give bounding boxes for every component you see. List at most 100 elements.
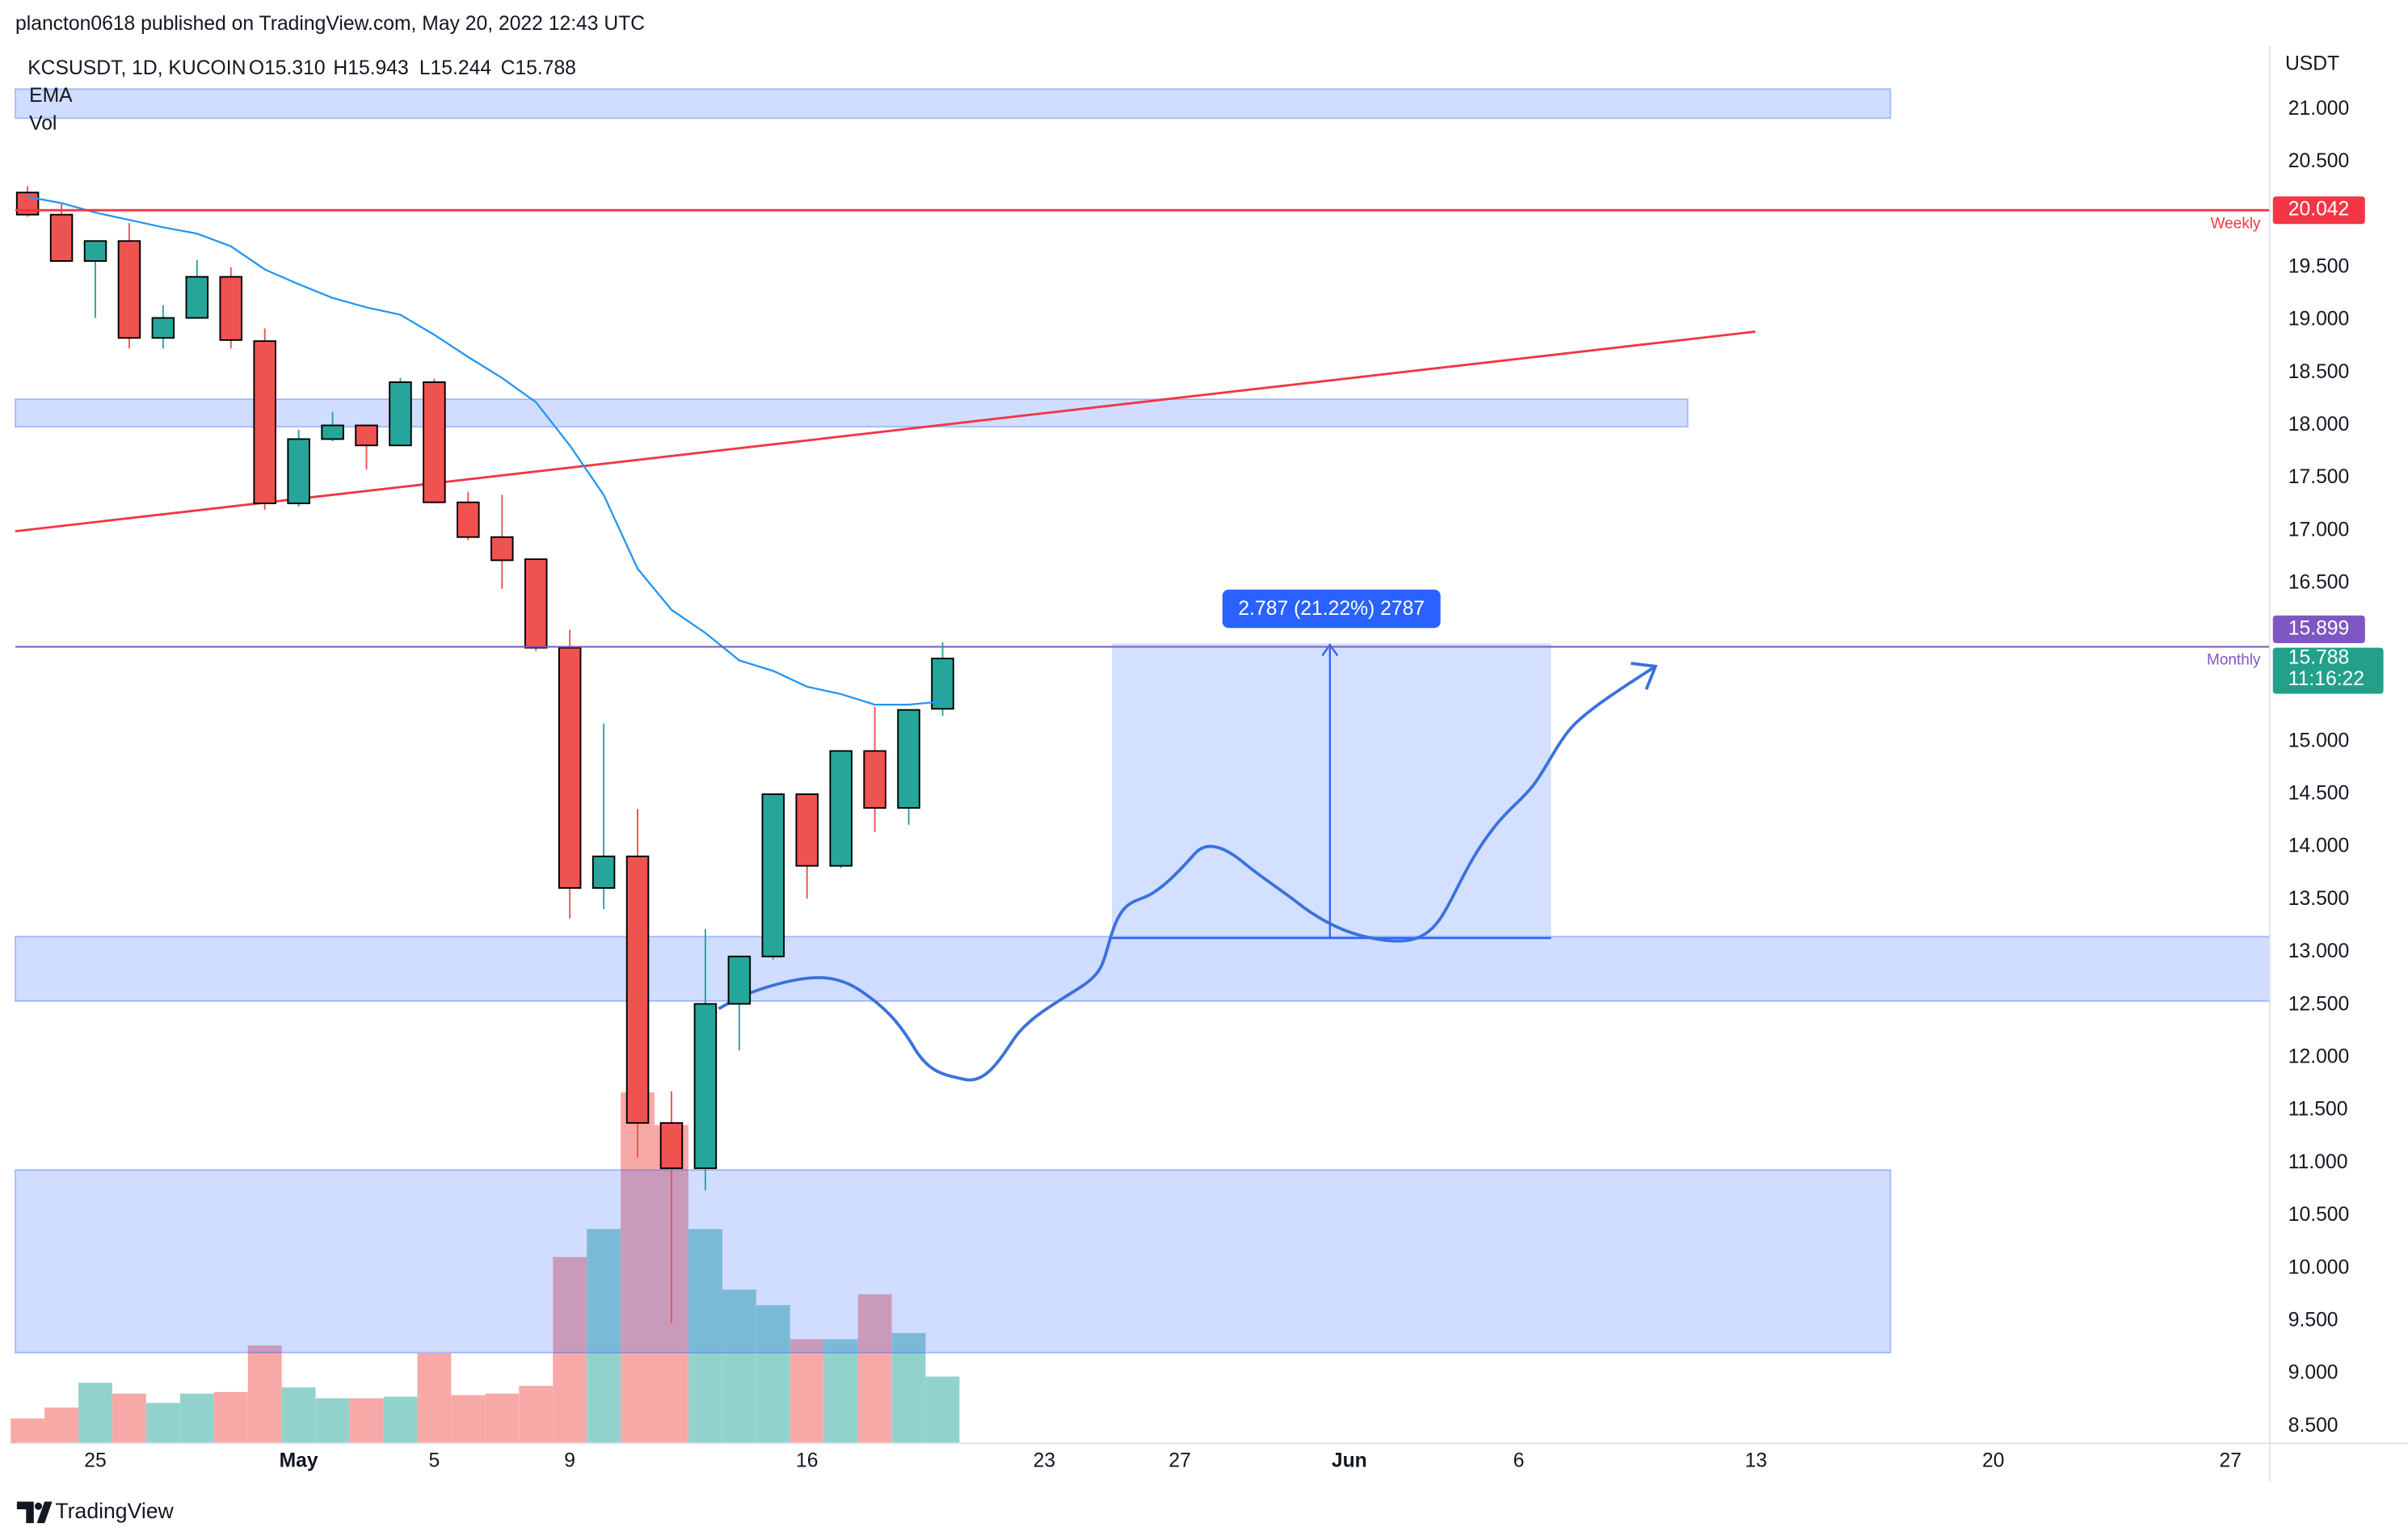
measure-area [1111, 643, 1551, 939]
y-tick-label: 11.000 [2288, 1151, 2348, 1173]
y-tick-label: 16.500 [2288, 572, 2350, 594]
last-price-label: 15.788 [2288, 646, 2350, 668]
price-tag-label: 15.899 [2288, 617, 2350, 639]
candle-body [219, 276, 243, 341]
y-tick-label: 20.500 [2288, 150, 2350, 172]
volume-bar [383, 1396, 418, 1444]
price-tag-label: 20.042 [2288, 199, 2350, 221]
candle-body [185, 276, 209, 319]
x-tick-label: 13 [1745, 1450, 1766, 1472]
candle-body [659, 1121, 684, 1169]
y-tick-label: 18.500 [2288, 361, 2350, 383]
last-price-tag [2272, 647, 2384, 694]
y-tick-label: 19.500 [2288, 255, 2350, 277]
x-tick-label: 23 [1034, 1450, 1055, 1472]
candle-body [117, 240, 141, 339]
projection-arrowhead [1631, 662, 1658, 690]
volume-bar [756, 1305, 790, 1444]
measure-arrowhead [1321, 643, 1339, 657]
x-tick-label: Jun [1332, 1450, 1367, 1472]
zones [15, 88, 2271, 1354]
zone [15, 936, 2271, 1002]
logo-shape [36, 1501, 53, 1524]
y-tick-label: 15.000 [2288, 730, 2350, 751]
y-tick-label: 10.000 [2288, 1256, 2350, 1278]
x-tick-label: 16 [796, 1450, 818, 1472]
candle-body [321, 424, 344, 440]
zone [15, 88, 1892, 120]
y-tick-label: 13.500 [2288, 888, 2350, 910]
volume-bar [11, 1418, 45, 1444]
candle-body [457, 501, 480, 538]
candle-body [253, 340, 276, 504]
candle-body [83, 240, 107, 263]
zone [15, 1169, 1892, 1354]
symbol-info: KCSUSDT, 1D, KUCOIN [27, 57, 246, 79]
measure-label: 2.787 (21.22%) 2787 [1238, 598, 1425, 620]
projection-path [718, 665, 1657, 1082]
candle-body [795, 793, 819, 867]
ema-line [27, 196, 943, 706]
x-tick-label: 6 [1513, 1450, 1525, 1472]
logo-shape [16, 1501, 34, 1524]
price-tag [2272, 615, 2365, 643]
candle-body [355, 424, 378, 447]
ohlc-open: O15.310 [249, 57, 326, 79]
candle-body [931, 658, 954, 710]
volume-bar [145, 1403, 180, 1444]
volume-bar [587, 1229, 621, 1444]
candle-body [151, 317, 175, 339]
volume-bar [315, 1398, 350, 1444]
volume-bar [281, 1387, 316, 1444]
candle-body [490, 536, 514, 562]
publish-info: plancton0618 published on TradingView.co… [15, 13, 645, 35]
x-tick-label: 9 [564, 1450, 575, 1472]
volume-bar [112, 1393, 146, 1444]
y-tick-label: 12.000 [2288, 1046, 2350, 1068]
y-tick-label: 9.000 [2288, 1362, 2339, 1384]
x-tick-label: 25 [84, 1450, 106, 1472]
y-tick-label: 11.500 [2288, 1099, 2348, 1121]
volume-layer [11, 1092, 960, 1444]
volume-bar [823, 1339, 858, 1444]
candle-body [389, 381, 412, 447]
volume-bar [213, 1391, 248, 1444]
candle-body [829, 750, 852, 867]
candle-body [625, 855, 650, 1124]
y-tick-label: 13.000 [2288, 940, 2350, 962]
volume-bar [247, 1345, 282, 1444]
volume-bar [349, 1398, 384, 1444]
volume-bar [519, 1386, 554, 1444]
candle-body [761, 793, 785, 957]
price-axis-unit: USDT [2285, 53, 2339, 74]
volume-bar [722, 1290, 756, 1444]
candle-body [591, 855, 616, 889]
main-layer: 21.000 20.500 19.500 19.000 18.500 18.000 17.5… [15, 98, 2384, 1472]
volume-bar [688, 1229, 722, 1444]
volume-bar [451, 1395, 486, 1444]
brand-name: TradingView [55, 1499, 174, 1523]
candle-body [49, 213, 74, 263]
ohlc-high: H15.943 [333, 57, 408, 79]
countdown-label: 11:16:22 [2288, 668, 2364, 690]
measure-label-box [1222, 589, 1441, 629]
y-tick-label: 10.500 [2288, 1204, 2350, 1226]
x-tick-label: 20 [1982, 1450, 2004, 1472]
logo-shape [34, 1502, 43, 1510]
volume-bar [417, 1353, 452, 1444]
price-line-note: Weekly [2211, 215, 2261, 232]
y-tick-label: 9.500 [2288, 1310, 2339, 1332]
y-tick-label: 14.000 [2288, 835, 2350, 857]
price-tag [2272, 196, 2365, 225]
y-tick-label: 8.500 [2288, 1415, 2339, 1437]
ohlc-low: L15.244 [419, 57, 491, 79]
volume-bar [891, 1332, 926, 1444]
volume-bar [925, 1376, 960, 1444]
y-tick-label: 18.000 [2288, 414, 2350, 435]
candle-body [558, 646, 582, 889]
x-tick-label: 27 [1168, 1450, 1190, 1472]
y-tick-label: 12.500 [2288, 993, 2350, 1015]
y-tick-label: 14.500 [2288, 782, 2350, 804]
